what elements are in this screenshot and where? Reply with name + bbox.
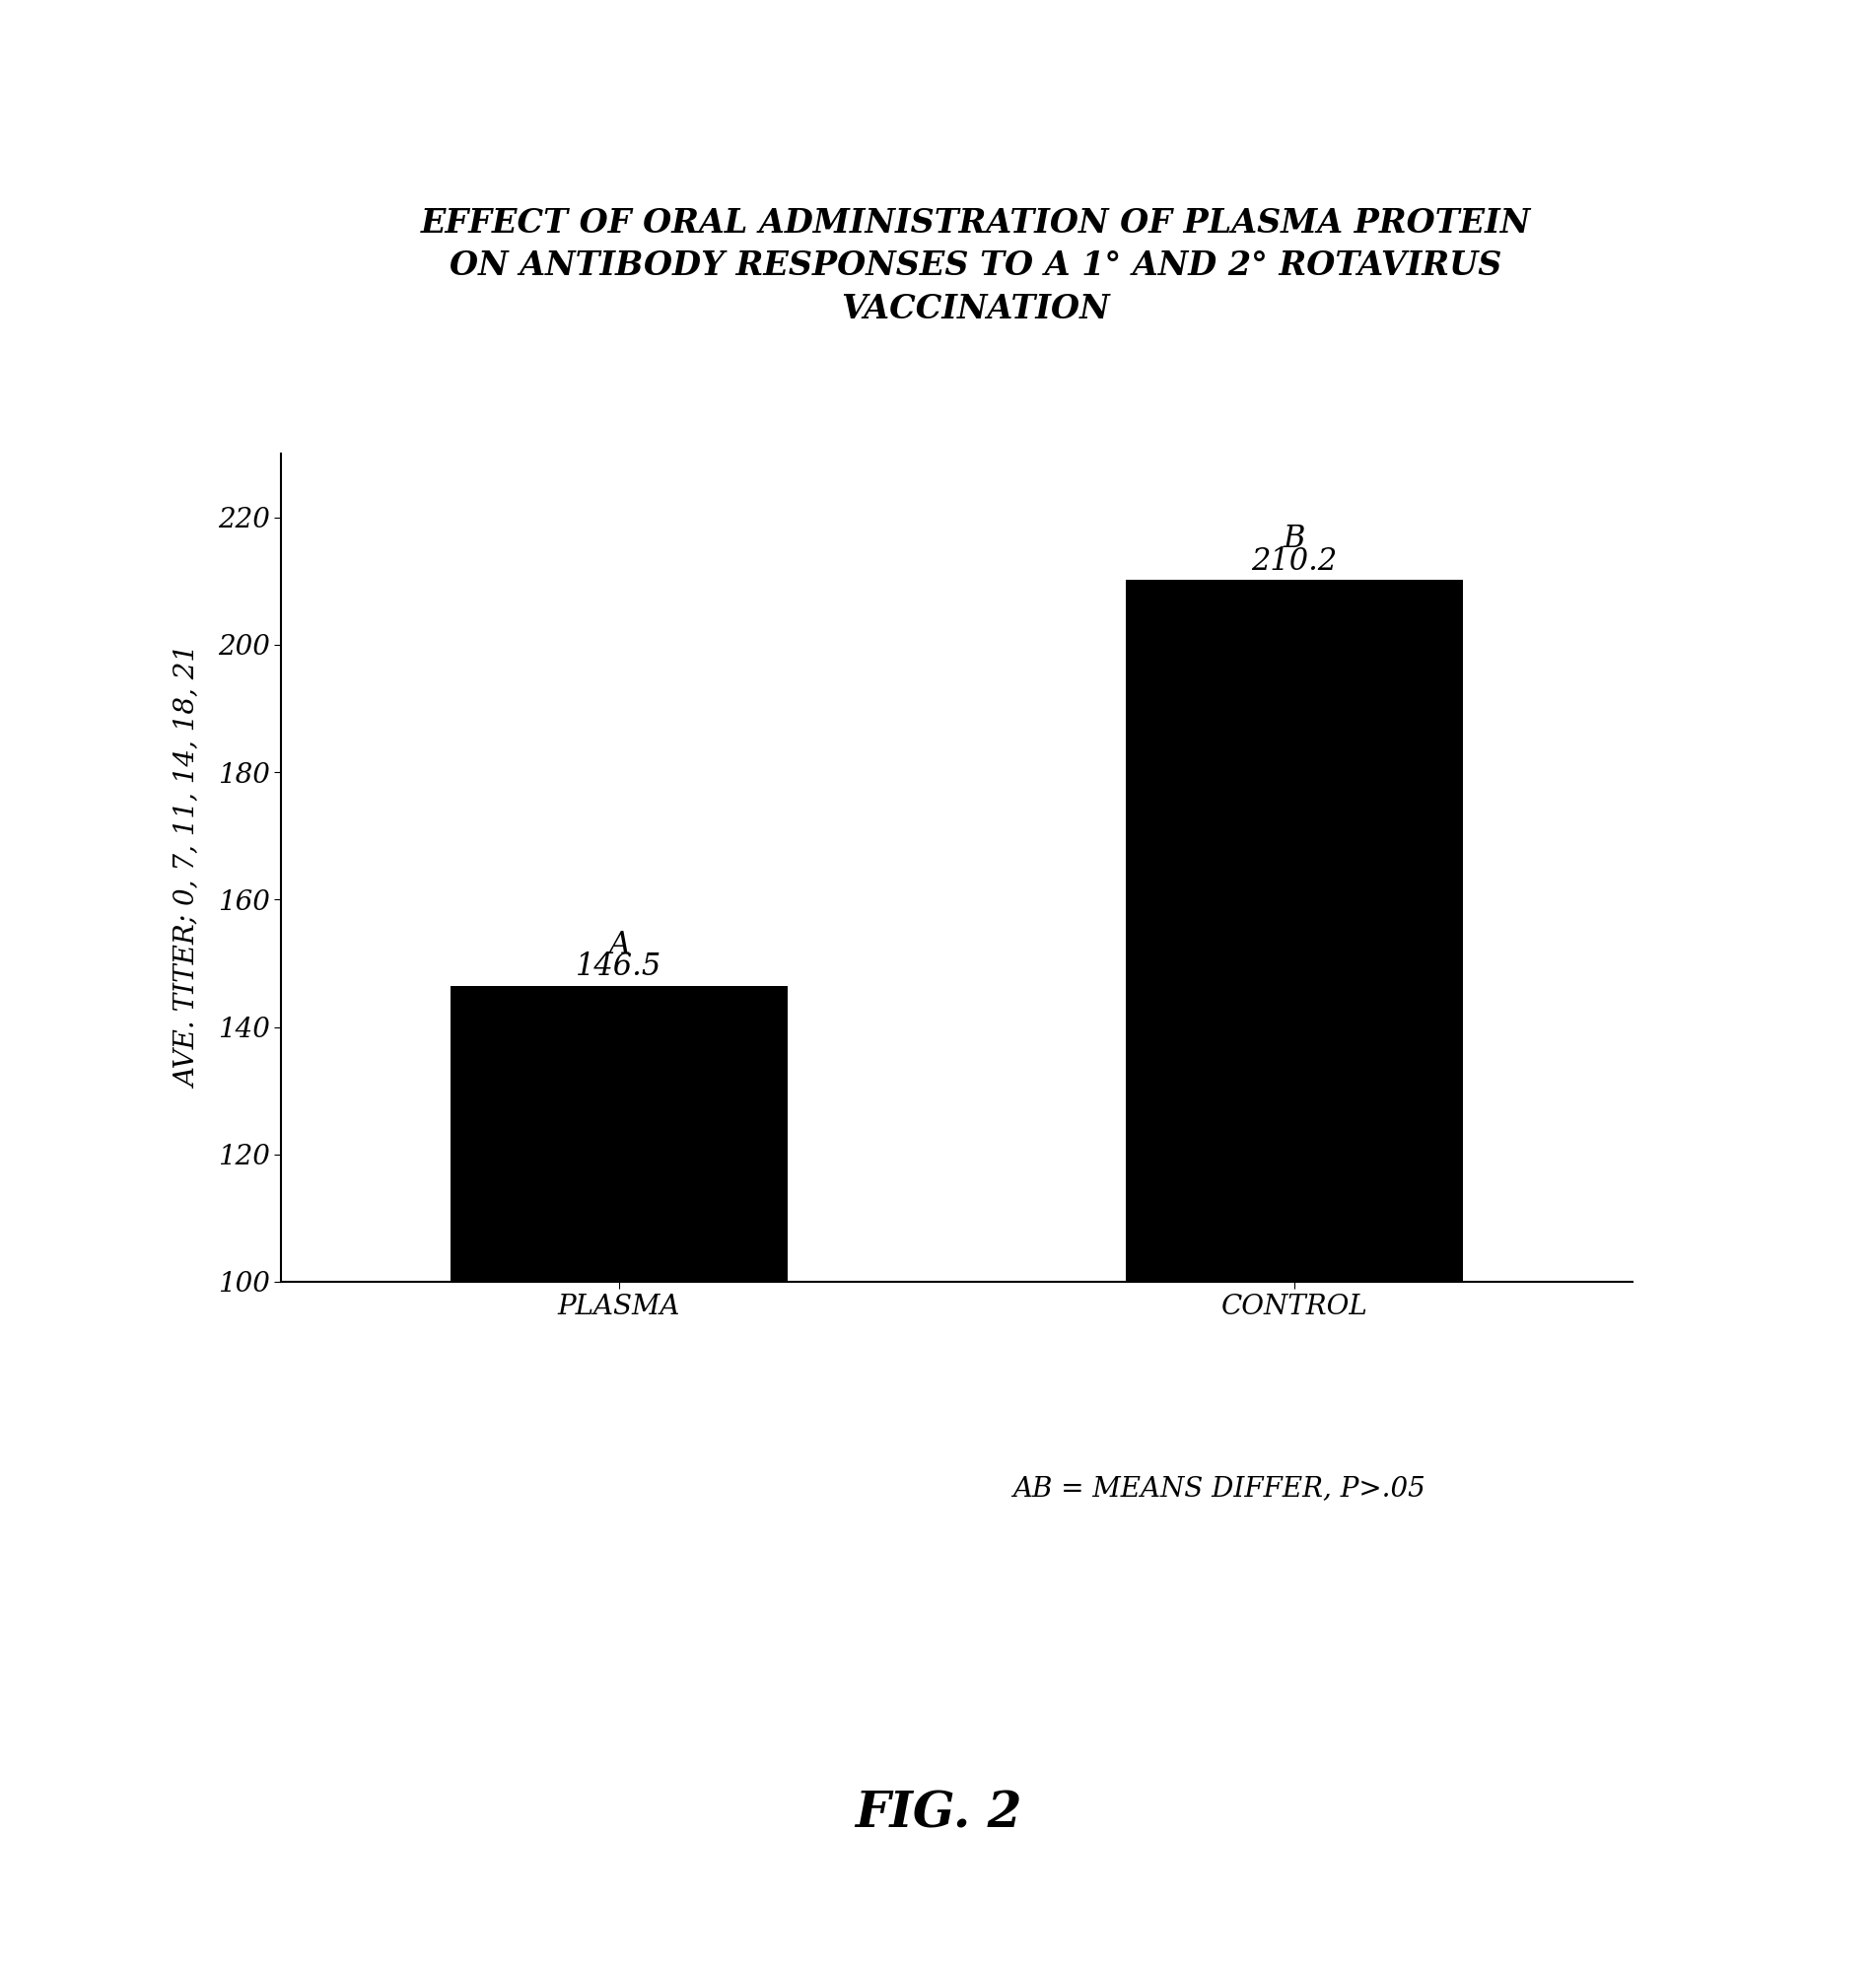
Bar <box>450 986 788 1919</box>
Bar <box>1126 580 1463 1919</box>
Text: AB = MEANS DIFFER, P>.05: AB = MEANS DIFFER, P>.05 <box>1013 1475 1426 1503</box>
Y-axis label: AVE. TITER; 0, 7, 11, 14, 18, 21: AVE. TITER; 0, 7, 11, 14, 18, 21 <box>174 647 201 1089</box>
Text: 210.2: 210.2 <box>1251 546 1338 576</box>
Text: B: B <box>1283 525 1306 554</box>
Text: A: A <box>608 929 630 960</box>
Text: 146.5: 146.5 <box>576 952 662 982</box>
Text: FIG. 2: FIG. 2 <box>854 1791 1022 1838</box>
Text: EFFECT OF ORAL ADMINISTRATION OF PLASMA PROTEIN
ON ANTIBODY RESPONSES TO A 1° AN: EFFECT OF ORAL ADMINISTRATION OF PLASMA … <box>420 207 1531 325</box>
